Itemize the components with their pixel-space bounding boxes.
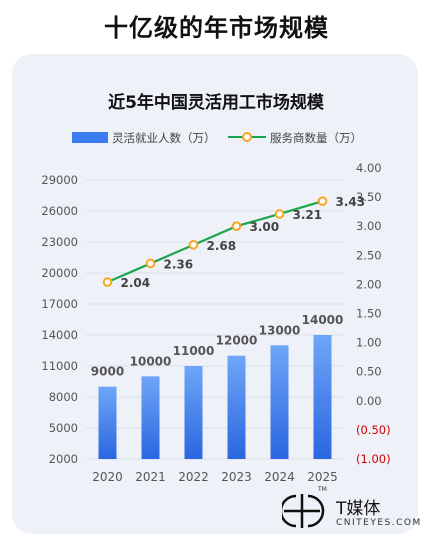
y-left-tick-label: 5000: [49, 421, 78, 435]
bar: [184, 366, 203, 459]
bar: [98, 386, 117, 459]
y-left-tick-label: 14000: [41, 328, 78, 342]
y-right-tick-label: 1.00: [356, 336, 382, 350]
y-right-tick-label: 0.50: [356, 365, 382, 379]
series-line: [107, 200, 323, 284]
brand-tm: TM: [318, 486, 327, 493]
legend-line-label: 服务商数量（万）: [270, 131, 362, 145]
y-left-tick-label: 20000: [41, 266, 78, 280]
bar-data-label: 11000: [173, 344, 215, 358]
x-tick-label: 2023: [221, 470, 252, 484]
brand-tagline: CNITEYES.COM: [336, 518, 422, 528]
y-right-tick-label: 1.50: [356, 307, 382, 321]
line-marker: [188, 240, 199, 250]
x-axis: 2020 2021 2022 2023 2024 2025: [92, 470, 338, 484]
y-left-tick-label: 26000: [41, 204, 78, 218]
y-right-tick-label: 3.50: [356, 190, 382, 204]
line-data-label: 2.68: [207, 239, 237, 253]
y-left-tick-label: 2000: [49, 452, 78, 466]
brand: TM T媒体 CNITEYES.COM: [282, 486, 432, 540]
line-marker: [145, 258, 156, 269]
x-tick-label: 2025: [307, 470, 338, 484]
brand-name: T媒体: [336, 499, 381, 519]
y-axis-left: 2000 5000 8000 11000 14000 17000 20000 23000 260…: [41, 173, 78, 466]
y-right-tick-label: 0.00: [356, 394, 382, 408]
line-data-label: 3.00: [250, 220, 280, 234]
t-media-logo-icon: [282, 494, 325, 528]
line-data-label: 2.36: [164, 257, 194, 271]
bar-data-label: 14000: [302, 313, 344, 327]
bar-data-label: 10000: [130, 354, 172, 368]
bar-data-label: 12000: [216, 334, 258, 348]
legend-line-marker: [242, 132, 252, 142]
y-left-tick-label: 17000: [41, 297, 78, 311]
x-tick-label: 2024: [264, 470, 295, 484]
line-marker: [274, 209, 285, 219]
y-right-tick-label: 2.50: [356, 248, 382, 262]
bar: [270, 345, 289, 459]
y-right-tick-label: 4.00: [356, 161, 382, 175]
line-series: 2.04 2.36 2.68 3.00 3.21 3.43: [102, 195, 366, 290]
legend-bar-swatch: [72, 132, 108, 143]
line-data-label: 3.21: [293, 208, 323, 222]
line-data-label: 2.04: [121, 276, 151, 290]
y-right-tick-label: (0.50): [356, 423, 391, 437]
legend-bar-label: 灵活就业人数（万）: [112, 131, 216, 145]
page-title: 十亿级的年市场规模: [104, 14, 329, 42]
bar: [141, 376, 160, 459]
legend: 灵活就业人数（万） 服务商数量（万）: [72, 131, 362, 145]
y-axis-right: (1.00) (0.50) 0.00 0.50 1.00 1.50 2.00 2.50 3.00…: [356, 161, 391, 466]
bar-data-label: 9000: [91, 365, 124, 379]
line-data-label: 3.43: [336, 195, 366, 209]
y-right-tick-label: 2.00: [356, 277, 382, 291]
bar-data-label: 13000: [259, 323, 301, 337]
y-left-tick-label: 23000: [41, 235, 78, 249]
x-tick-label: 2020: [92, 470, 123, 484]
line-marker: [317, 196, 328, 206]
x-tick-label: 2022: [178, 470, 209, 484]
line-marker: [102, 277, 113, 287]
y-right-tick-label: (1.00): [356, 452, 391, 466]
bar: [313, 335, 332, 459]
bar-series: [98, 335, 332, 459]
y-left-tick-label: 8000: [49, 390, 78, 404]
chart-title: 近5年中国灵活用工市场规模: [108, 92, 325, 113]
y-left-tick-label: 11000: [41, 359, 78, 373]
bar: [227, 355, 246, 459]
y-left-tick-label: 29000: [41, 173, 78, 187]
x-tick-label: 2021: [135, 470, 166, 484]
line-marker: [231, 221, 242, 231]
y-right-tick-label: 3.00: [356, 219, 382, 233]
